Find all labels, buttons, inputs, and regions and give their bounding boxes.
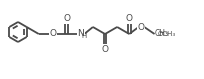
Text: O: O [138,23,145,32]
Text: O: O [126,14,133,23]
Text: CH₃: CH₃ [155,29,169,38]
Text: O: O [49,29,56,38]
Text: OCH₃: OCH₃ [157,32,176,38]
Text: H: H [82,33,87,40]
Text: O: O [63,14,70,23]
Text: O: O [102,45,109,54]
Text: N: N [77,29,84,38]
